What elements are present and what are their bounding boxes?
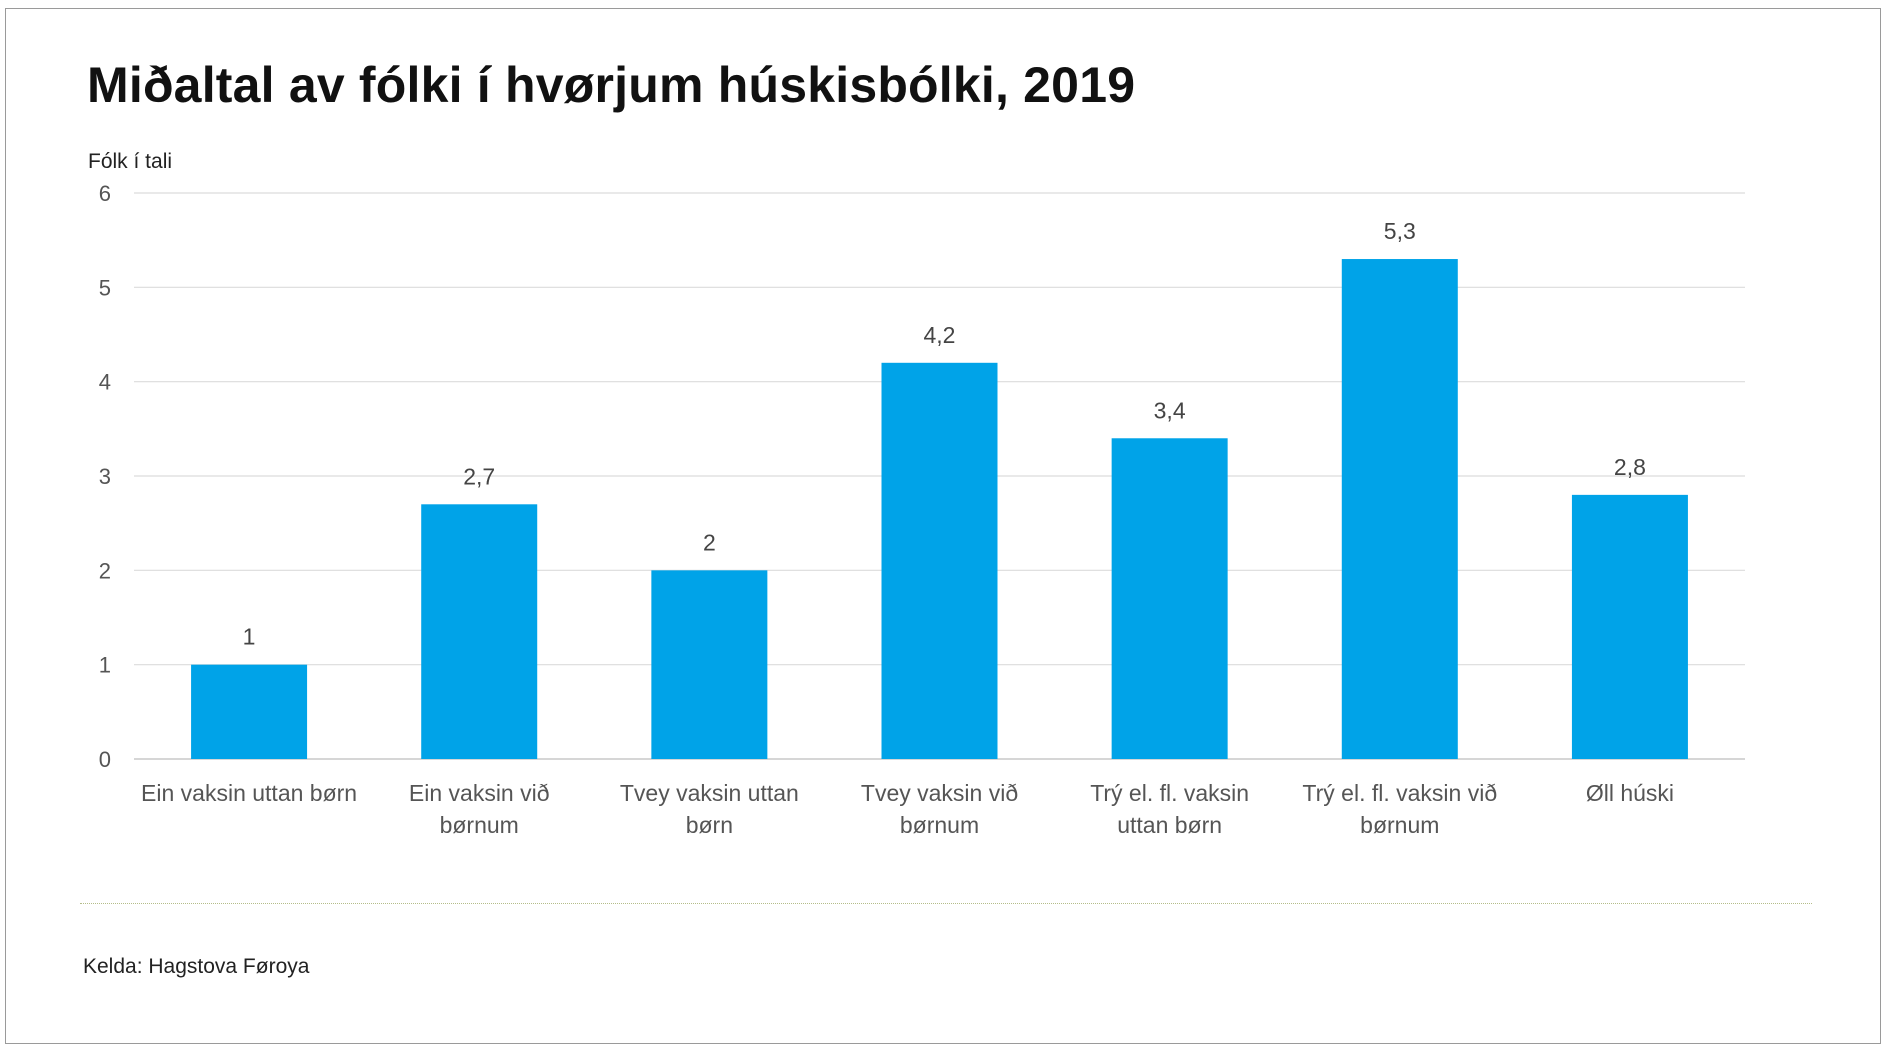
y-tick-label: 1 <box>99 653 111 678</box>
data-label: 5,3 <box>1384 218 1416 244</box>
y-axis-label: Fólk í tali <box>88 150 172 173</box>
category-label: Tvey vaksin uttan børn <box>620 780 799 838</box>
data-label: 2,8 <box>1614 454 1646 480</box>
data-label: 3,4 <box>1154 397 1186 423</box>
bar <box>1341 259 1458 759</box>
y-tick-label: 5 <box>99 275 111 300</box>
data-label: 2 <box>703 529 716 555</box>
category-label: Tvey vaksin við børnum <box>861 780 1018 838</box>
y-tick-labels: 0 1 2 3 4 5 6 <box>99 181 111 772</box>
y-tick-label: 6 <box>99 181 111 206</box>
category-label: Trý el. fl. vaksin uttan børn <box>1090 780 1249 838</box>
category-labels: Ein vaksin uttan børn Ein vaksin við børnu… <box>141 780 1674 838</box>
y-tick-label: 3 <box>99 464 111 489</box>
chart-title: Miðaltal av fólki í hvørjum húskisbólki,… <box>87 57 1136 113</box>
bar <box>421 504 538 759</box>
source-note: Kelda: Hagstova Føroya <box>83 955 310 978</box>
bars <box>191 259 1688 759</box>
bar <box>651 570 768 759</box>
bar <box>1111 438 1228 759</box>
data-label: 4,2 <box>924 322 956 348</box>
divider <box>80 903 1812 904</box>
data-label: 2,7 <box>463 463 495 489</box>
data-labels: 1 2,7 2 4,2 3,4 5,3 2,8 <box>243 218 1646 650</box>
y-tick-label: 0 <box>99 747 111 772</box>
bar <box>1571 494 1688 759</box>
data-label: 1 <box>243 624 256 650</box>
category-label: Trý el. fl. vaksin við børnum <box>1302 780 1497 838</box>
category-label: Ein vaksin uttan børn <box>141 780 357 806</box>
bar <box>881 362 998 759</box>
bar <box>191 664 308 759</box>
category-label: Ein vaksin við børnum <box>409 780 550 838</box>
category-label: Øll húski <box>1586 780 1674 806</box>
y-tick-label: 2 <box>99 558 111 583</box>
y-tick-label: 4 <box>99 370 111 395</box>
